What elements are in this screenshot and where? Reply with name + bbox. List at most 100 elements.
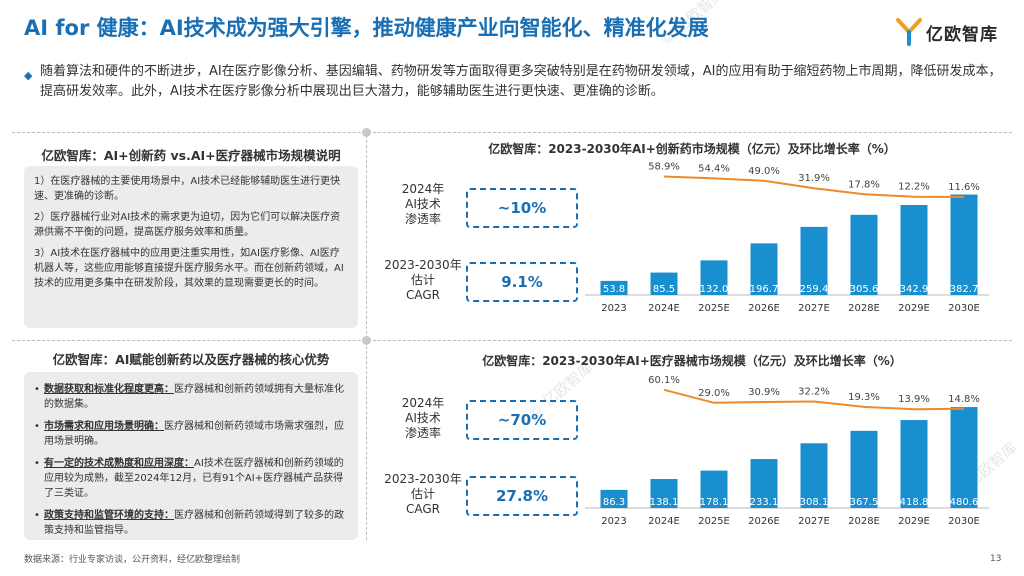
bar xyxy=(650,478,678,508)
bar xyxy=(700,260,728,295)
x-tick-label: 2029E xyxy=(898,516,930,527)
x-tick-label: 2025E xyxy=(698,303,730,314)
bar-value-label: 382.7 xyxy=(950,284,979,295)
x-tick-label: 2025E xyxy=(698,516,730,527)
label-line: CAGR xyxy=(405,502,440,516)
cagr-label: 2023-2030年 估计 CAGR xyxy=(378,472,468,517)
growth-rate-label: 12.2% xyxy=(898,182,930,193)
advantage-item: 数据获取和标准化程度更高：医疗器械和创新药领域拥有大量标准化的数据集。 xyxy=(34,382,348,412)
bar-value-label: 86.3 xyxy=(603,497,625,508)
growth-rate-label: 13.9% xyxy=(898,394,930,405)
bar xyxy=(950,194,978,295)
cagr-value-box: 27.8% xyxy=(466,476,578,516)
left-top-title: 亿欧智库：AI+创新药 vs.AI+医疗器械市场规模说明 xyxy=(41,148,341,163)
bar xyxy=(950,407,978,508)
growth-rate-label: 14.8% xyxy=(948,394,980,405)
intro-paragraph: ◆ 随着算法和硬件的不断进步，AI在医疗影像分析、基因编辑、药物研发等方面取得更… xyxy=(24,62,1004,102)
intro-text: 随着算法和硬件的不断进步，AI在医疗影像分析、基因编辑、药物研发等方面取得更多突… xyxy=(40,64,1002,99)
page-number: 13 xyxy=(990,554,1002,564)
label-line: 2023-2030年 xyxy=(384,258,462,272)
chart-title-drug: 亿欧智库：2023-2030年AI+创新药市场规模（亿元）及环比增长率（%） xyxy=(488,142,896,156)
label-line: AI技术 xyxy=(405,197,441,211)
x-tick-label: 2024E xyxy=(648,303,680,314)
bar xyxy=(700,470,728,508)
label-line: AI技术 xyxy=(405,411,441,425)
diamond-bullet-icon: ◆ xyxy=(24,69,33,82)
growth-rate-label: 11.6% xyxy=(948,182,980,193)
x-tick-label: 2023 xyxy=(601,303,626,314)
advantage-head: 市场需求和应用场景明确： xyxy=(44,421,164,432)
logo-text: 亿欧智库 xyxy=(926,25,998,45)
label-line: CAGR xyxy=(405,288,440,302)
growth-rate-label: 58.9% xyxy=(648,161,680,172)
bar-value-label: 259.4 xyxy=(800,284,829,295)
bar xyxy=(850,214,878,295)
label-line: 渗透率 xyxy=(404,212,441,226)
vertical-divider xyxy=(366,130,367,540)
label-line: 估计 xyxy=(410,273,435,287)
bar xyxy=(750,459,778,508)
yiou-logo-icon xyxy=(896,18,922,46)
x-tick-label: 2026E xyxy=(748,516,780,527)
cagr-value-box: 9.1% xyxy=(466,262,578,302)
data-source-note: 数据来源：行业专家访谈，公开资料，经亿欧整理绘制 xyxy=(24,555,241,565)
growth-rate-label: 29.0% xyxy=(698,388,730,399)
brand-logo: 亿欧智库 xyxy=(896,14,1006,48)
advantage-item: 市场需求和应用场景明确：医疗器械和创新药领域市场需求强烈，应用场景明确。 xyxy=(34,419,348,449)
chart-title-device: 亿欧智库：2023-2030年AI+医疗器械市场规模（亿元）及环比增长率（%） xyxy=(482,354,902,368)
note-paragraph: 2）医疗器械行业对AI技术的需求更为迫切，因为它们可以解决医疗资源供需不平衡的问… xyxy=(34,212,341,238)
growth-rate-label: 19.3% xyxy=(848,392,880,403)
bar-value-label: 85.5 xyxy=(653,284,675,295)
note-paragraph: 3）AI技术在医疗器械中的应用更注重实用性，如AI医疗影像、AI医疗机器人等，这… xyxy=(34,248,344,289)
bar-value-label: 233.1 xyxy=(750,497,779,508)
growth-rate-label: 60.1% xyxy=(648,375,680,386)
label-line: 2024年 xyxy=(401,182,445,196)
advantage-body: 医疗器械和创新药领域得到了较多的政策支持和监管指导。 xyxy=(44,510,344,536)
advantage-body: 医疗器械和创新药领域市场需求强烈，应用场景明确。 xyxy=(44,421,344,447)
penetration-value-box: ~70% xyxy=(466,400,578,440)
bar xyxy=(750,243,778,295)
x-tick-label: 2023 xyxy=(601,516,626,527)
bar-value-label: 132.0 xyxy=(700,284,729,295)
bar-value-label: 418.8 xyxy=(900,497,929,508)
x-tick-label: 2027E xyxy=(798,303,830,314)
left-top-notes: 1）在医疗器械的主要使用场景中，AI技术已经能够辅助医生进行更快速、更准确的诊断… xyxy=(24,166,358,328)
bar xyxy=(600,280,628,295)
bar-value-label: 367.5 xyxy=(850,497,879,508)
growth-rate-label: 31.9% xyxy=(798,173,830,184)
bar xyxy=(900,420,928,508)
penetration-label: 2024年 AI技术 渗透率 xyxy=(378,396,468,441)
growth-rate-label: 30.9% xyxy=(748,387,780,398)
left-bottom-advantages: 数据获取和标准化程度更高：医疗器械和创新药领域拥有大量标准化的数据集。 市场需求… xyxy=(24,372,358,540)
x-tick-label: 2029E xyxy=(898,303,930,314)
bar-value-label: 305.6 xyxy=(850,284,879,295)
bar xyxy=(650,272,678,295)
growth-rate-line xyxy=(663,388,965,411)
advantage-item: 有一定的技术成熟度和应用深度：AI技术在医疗器械和创新药领域的应用较为成熟，截至… xyxy=(34,456,348,501)
bar xyxy=(800,226,828,295)
penetration-label: 2024年 AI技术 渗透率 xyxy=(378,182,468,227)
drug-market-chart: 53.8 2023 85.5 2024E 132.0 2025E 196.7 2026E 259… xyxy=(585,161,989,314)
penetration-value-box: ~10% xyxy=(466,188,578,228)
divider-dot xyxy=(362,128,371,137)
growth-rate-label: 49.0% xyxy=(748,166,780,177)
advantage-head: 政策支持和监管环境的支持： xyxy=(44,510,174,521)
bar-value-label: 178.1 xyxy=(700,497,729,508)
x-tick-label: 2030E xyxy=(948,303,980,314)
bar xyxy=(900,204,928,295)
label-line: 2023-2030年 xyxy=(384,472,462,486)
middle-divider xyxy=(12,340,1012,341)
advantage-body: 医疗器械和创新药领域拥有大量标准化的数据集。 xyxy=(44,384,344,410)
advantage-head: 数据获取和标准化程度更高： xyxy=(44,384,174,395)
x-tick-label: 2026E xyxy=(748,303,780,314)
bar-value-label: 138.1 xyxy=(650,497,679,508)
bar-value-label: 53.8 xyxy=(603,284,625,295)
device-market-chart: 86.3 2023 138.1 2024E 178.1 2025E 233.1 2026E 30… xyxy=(585,375,989,527)
cagr-label: 2023-2030年 估计 CAGR xyxy=(378,258,468,303)
x-tick-label: 2028E xyxy=(848,516,880,527)
top-divider xyxy=(12,132,1012,133)
bar xyxy=(800,443,828,508)
page-title: AI for 健康：AI技术成为强大引擎，推动健康产业向智能化、精准化发展 xyxy=(24,16,709,40)
label-line: 估计 xyxy=(410,487,435,501)
growth-rate-label: 17.8% xyxy=(848,179,880,190)
